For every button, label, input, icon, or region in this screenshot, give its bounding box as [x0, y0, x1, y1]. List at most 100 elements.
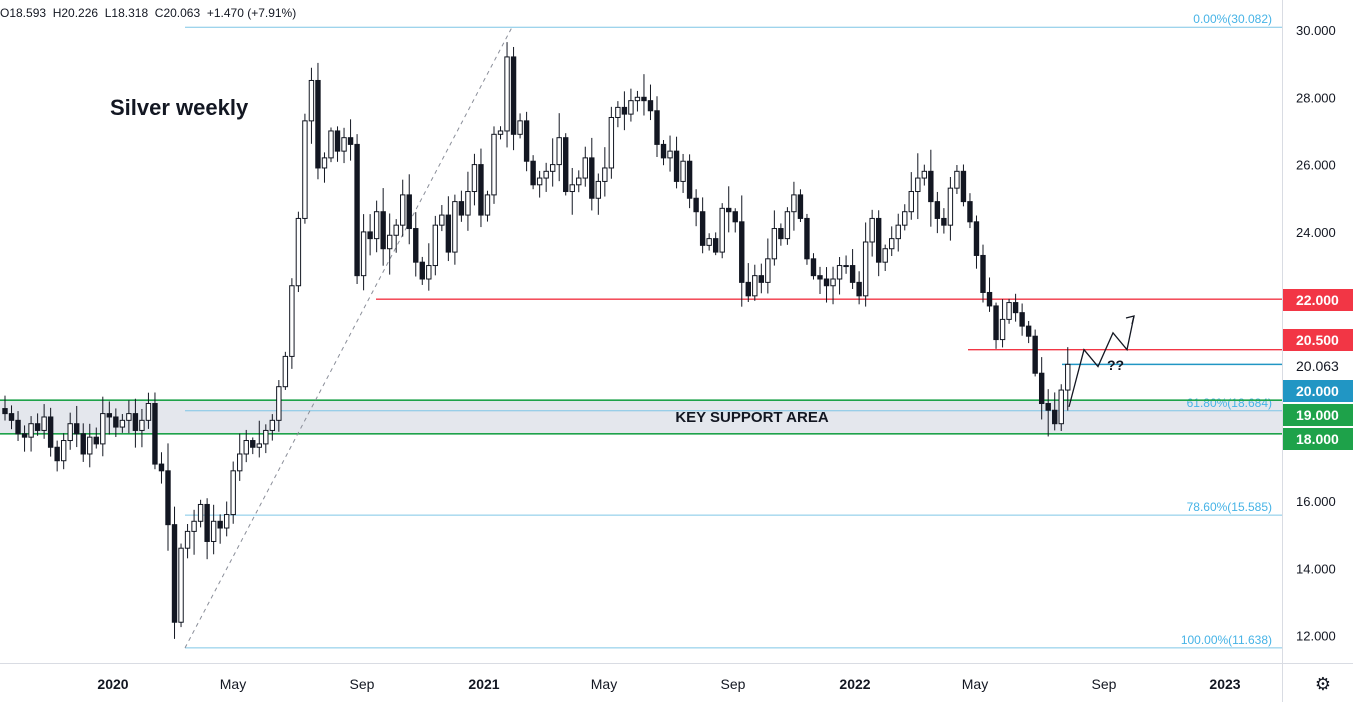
candle-body [465, 191, 471, 216]
candle-body [1032, 335, 1038, 374]
candle-body [615, 106, 621, 118]
candle-body [862, 241, 869, 297]
candle-body [797, 194, 804, 219]
gear-icon[interactable]: ⚙ [1314, 674, 1332, 694]
y-tick-label: 24.000 [1296, 225, 1336, 240]
candle-body [1012, 302, 1019, 314]
candle-body [712, 238, 719, 253]
candle-body [452, 201, 458, 253]
price-label-text: 22.000 [1296, 292, 1339, 308]
question-mark-label: ?? [1107, 357, 1124, 373]
candle-body [341, 137, 347, 152]
candle-body [406, 194, 412, 230]
candle-body [999, 318, 1006, 341]
candle-body [321, 157, 328, 169]
candle-body [536, 177, 543, 186]
candle-body [145, 403, 152, 421]
candle-body [556, 137, 562, 166]
chart-title: Silver weekly [110, 95, 249, 120]
support-zone [0, 400, 1282, 434]
price-label-box [1283, 329, 1353, 351]
candle-body [921, 170, 928, 179]
candle-body [947, 187, 954, 226]
candle-body [15, 419, 21, 435]
candle-body [543, 170, 549, 179]
candle-body [549, 164, 556, 172]
fib-level-label: 61.80%(18.684) [1187, 396, 1272, 410]
candle-body [686, 160, 693, 199]
x-tick-label: Sep [350, 676, 375, 692]
price-label-box [1283, 355, 1353, 377]
x-tick-label: May [962, 676, 988, 692]
fib-level-label: 100.00%(11.638) [1181, 633, 1272, 647]
candles-layer [2, 42, 1071, 639]
candle-body [1058, 389, 1064, 425]
candle-body [478, 164, 484, 216]
candle-body [830, 278, 836, 287]
candle-body [21, 433, 28, 438]
candle-body [250, 440, 256, 448]
candle-body [471, 164, 478, 193]
candle-body [87, 436, 93, 455]
candle-body [178, 547, 184, 623]
candle-body [54, 446, 60, 462]
annotations-layer: ?? Silver weekly [110, 95, 1135, 408]
candle-body [458, 201, 465, 216]
candle-body [34, 423, 41, 431]
candle-body [569, 184, 575, 193]
candle-body [589, 157, 595, 199]
candle-body [641, 96, 647, 102]
candle-body [582, 157, 588, 179]
candle-body [530, 160, 536, 186]
candle-body [882, 248, 888, 263]
candle-body [432, 224, 439, 267]
candle-body [243, 440, 249, 455]
candle-body [282, 355, 289, 388]
fib-level-label: 78.60%(15.585) [1187, 500, 1272, 514]
candle-body [106, 413, 113, 418]
candle-body [2, 408, 8, 415]
candle-body [1065, 363, 1071, 391]
candle-body [197, 503, 204, 522]
candle-body [360, 231, 367, 277]
candle-body [302, 120, 308, 219]
candle-body [152, 403, 158, 465]
candle-body [1019, 312, 1025, 327]
x-tick-label: 2022 [839, 676, 870, 692]
fib-trend-line [184, 27, 513, 649]
candle-body [191, 520, 197, 532]
candle-body [315, 79, 321, 169]
candle-body [804, 217, 810, 260]
y-tick-label: 16.000 [1296, 494, 1336, 509]
candle-body [126, 413, 132, 421]
candle-body [60, 440, 67, 462]
fib-level-label: 0.00%(30.082) [1193, 12, 1272, 26]
candle-body [1052, 409, 1058, 425]
candle-body [915, 177, 921, 193]
candle-body [647, 100, 654, 112]
candle-body [726, 207, 732, 213]
candle-body [765, 258, 771, 283]
candle-body [954, 170, 960, 189]
candle-body [771, 228, 778, 260]
candle-body [223, 514, 230, 529]
candle-body [210, 520, 217, 542]
x-tick-label: 2020 [97, 676, 128, 692]
candle-body [510, 56, 517, 135]
candle-body [132, 413, 139, 431]
candle-body [523, 120, 530, 162]
candle-body [413, 228, 419, 263]
candle-body [680, 160, 686, 182]
candle-body [823, 278, 830, 287]
candle-body [47, 416, 54, 448]
candle-body [230, 470, 236, 516]
candle-body [367, 231, 373, 240]
candle-body [752, 275, 758, 297]
y-tick-label: 28.000 [1296, 90, 1336, 105]
candle-body [1025, 325, 1032, 337]
candle-body [1038, 372, 1045, 405]
candle-body [386, 234, 393, 250]
candle-body [289, 285, 295, 357]
